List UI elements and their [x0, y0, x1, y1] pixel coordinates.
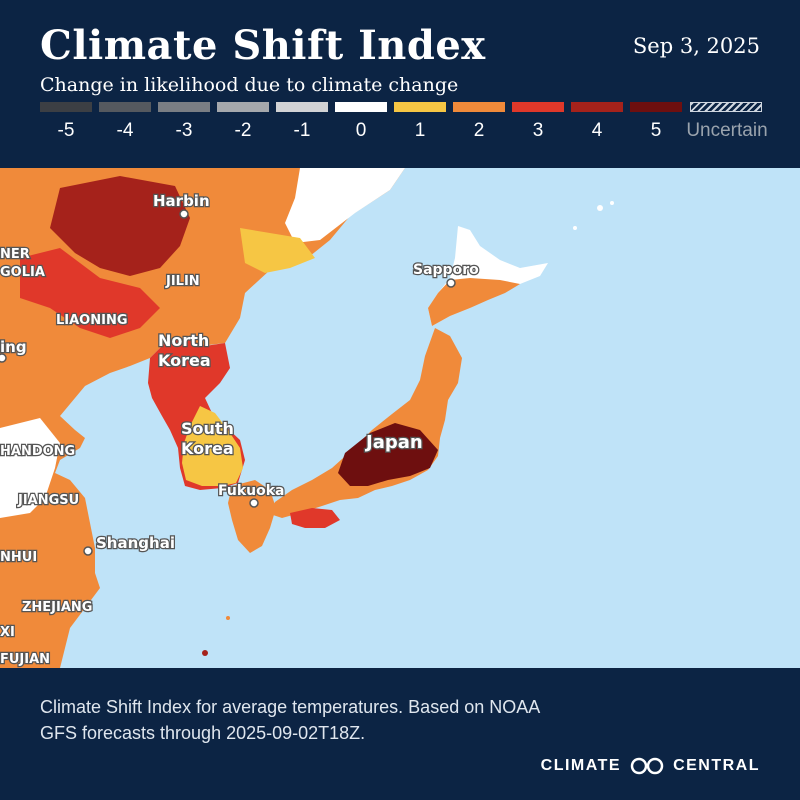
legend-label: -3	[175, 120, 193, 141]
label-harbin: Harbin	[153, 192, 210, 210]
land-china-red	[20, 248, 160, 338]
subtitle: Change in likelihood due to climate chan…	[40, 74, 459, 96]
label-beijing: ing	[0, 338, 27, 356]
legend-swatch	[158, 102, 210, 112]
land-shikoku	[290, 508, 340, 528]
legend-swatch	[335, 102, 387, 112]
uncertain-swatch	[690, 102, 762, 112]
label-fukuoka: Fukuoka	[218, 483, 285, 499]
legend-swatch	[630, 102, 682, 112]
legend-swatch	[571, 102, 623, 112]
label-inner-mongolia: GOLIA	[0, 265, 45, 280]
brand-right: CENTRAL	[673, 757, 760, 774]
brand: CLIMATE CENTRAL	[541, 757, 760, 775]
legend-label: -1	[293, 120, 311, 141]
land-russia	[285, 168, 405, 243]
caption: Climate Shift Index for average temperat…	[40, 697, 540, 743]
land-kyushu	[228, 480, 276, 553]
label-zhejiang: ZHEJIANG	[22, 600, 92, 615]
legend: -5 -4 -3 -2 -1 0 1 2 3 4 5 Uncertain	[40, 102, 768, 142]
map: Harbin NER GOLIA JILIN LIAONING ing Nort…	[0, 168, 800, 668]
label-south-korea: South	[181, 419, 234, 438]
island	[610, 201, 614, 205]
label-inner-mongolia: NER	[0, 247, 30, 262]
city-dot-beijing	[0, 353, 7, 363]
label-fujian: FUJIAN	[0, 652, 50, 667]
label-japan: Japan	[364, 432, 423, 453]
legend-swatch	[99, 102, 151, 112]
label-shandong: HANDONG	[0, 444, 75, 459]
legend-label: 4	[591, 120, 603, 141]
land-japan-hot	[338, 423, 438, 486]
legend-label: 5	[650, 120, 662, 141]
island	[202, 650, 208, 656]
label-sapporo: Sapporo	[413, 262, 479, 278]
label-jiangxi: XI	[0, 625, 15, 640]
title: Climate Shift Index	[40, 22, 486, 69]
legend-swatch	[512, 102, 564, 112]
label-anhui: NHUI	[0, 550, 37, 565]
brand-left: CLIMATE	[540, 757, 622, 774]
land-south-korea	[182, 406, 243, 486]
city-dot-harbin	[179, 209, 189, 219]
legend-swatch	[276, 102, 328, 112]
legend-label: 3	[532, 120, 544, 141]
land-china-hot	[50, 176, 190, 276]
city-dot-fukuoka	[249, 498, 259, 508]
label-shanghai: Shanghai	[96, 534, 175, 552]
legend-swatch	[453, 102, 505, 112]
label-liaoning: LIAONING	[56, 313, 128, 328]
uncertain-label: Uncertain	[686, 120, 768, 141]
city-dot-sapporo	[446, 278, 456, 288]
legend-label: -5	[57, 120, 75, 141]
island	[573, 226, 577, 230]
label-jilin: JILIN	[165, 274, 200, 289]
land-hokkaido-south	[428, 278, 520, 326]
legend-swatch	[394, 102, 446, 112]
land-russia-yellow	[240, 228, 315, 273]
legend-label: -2	[234, 120, 252, 141]
legend-swatch	[40, 102, 92, 112]
city-dot-shanghai	[83, 546, 93, 556]
island	[597, 205, 603, 211]
date: Sep 3, 2025	[632, 34, 760, 58]
legend-label: -4	[116, 120, 134, 141]
legend-label: 0	[355, 120, 367, 141]
label-north-korea: North	[158, 331, 209, 350]
label-jiangsu: JIANGSU	[17, 493, 79, 508]
island	[226, 616, 230, 620]
legend-swatch	[217, 102, 269, 112]
label-north-korea: Korea	[158, 351, 211, 370]
land-china-white	[0, 418, 60, 518]
infinity-rings-icon	[630, 757, 664, 775]
legend-label: 1	[414, 120, 426, 141]
label-south-korea: Korea	[181, 439, 234, 458]
legend-label: 2	[473, 120, 485, 141]
